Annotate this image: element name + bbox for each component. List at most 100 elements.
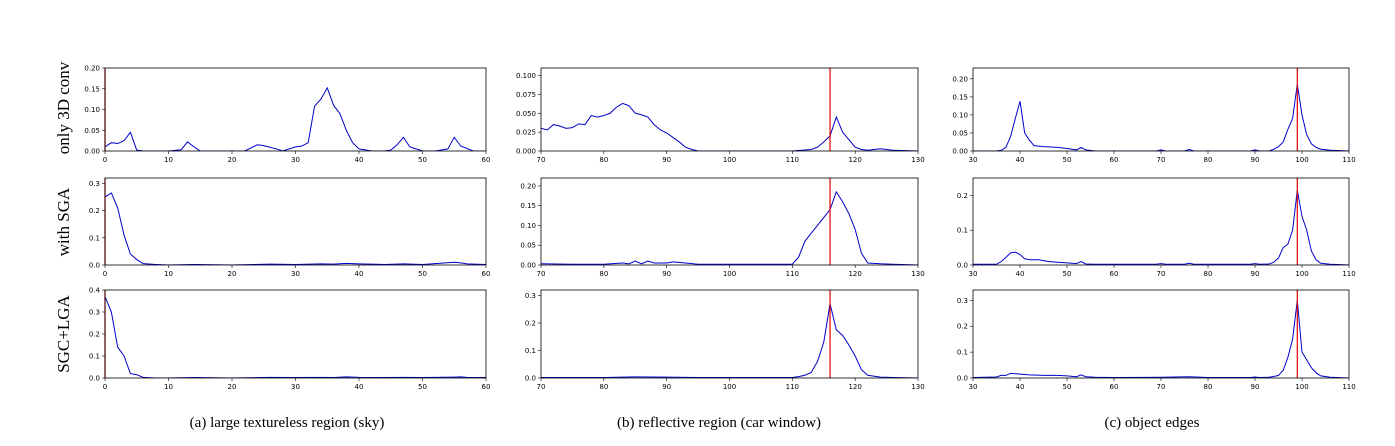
x-tick-label: 80	[599, 156, 608, 164]
y-tick-label: 0.2	[957, 192, 968, 200]
panels: 0 10 20 30 40 50 600.000.050.100.150.200 10 20 30…	[84, 65, 1355, 392]
x-tick-label: 40	[1016, 270, 1025, 278]
axes-frame	[540, 67, 919, 152]
y-tick-label: 0.4	[89, 287, 101, 295]
x-tick-label: 0	[103, 270, 107, 278]
x-tick-label: 50	[1063, 383, 1072, 391]
y-tick-label: 0.15	[952, 93, 968, 101]
x-tick-label: 10	[164, 383, 173, 391]
y-tick-label: 0.05	[952, 129, 968, 137]
y-tick-label: 0.2	[525, 320, 536, 328]
x-tick-label: 110	[786, 156, 799, 164]
y-tick-label: 0.1	[957, 349, 968, 357]
panel-a-1: 0 10 20 30 40 50 60 0.00 0.05 0.10 0.15 0.20	[84, 65, 490, 165]
y-tick-label: 0.05	[520, 242, 536, 250]
x-tick-label: 20	[228, 156, 237, 164]
x-tick-label: 130	[911, 156, 924, 164]
y-tick-label: 0.20	[520, 182, 536, 190]
distribution-line	[105, 296, 486, 378]
x-tick-label: 80	[599, 270, 608, 278]
distribution-line	[541, 190, 918, 265]
y-tick-label: 0.0	[89, 262, 100, 270]
x-tick-label: 50	[418, 156, 427, 164]
x-tick-label: 30	[969, 383, 978, 391]
row-label-sgc-lga: SGC+LGA	[54, 294, 73, 372]
row-label-with-sga: with SGA	[54, 187, 73, 256]
x-tick-label: 60	[482, 270, 491, 278]
row-label-only-3d-conv: only 3D conv	[54, 61, 73, 154]
y-tick-label: 0.050	[516, 110, 536, 118]
x-tick-label: 100	[723, 270, 736, 278]
axes-frame	[540, 289, 919, 379]
y-tick-label: 0.100	[516, 72, 536, 80]
x-tick-label: 110	[1342, 270, 1355, 278]
x-tick-label: 120	[848, 270, 861, 278]
y-tick-label: 0.3	[89, 309, 100, 317]
y-tick-label: 0.10	[520, 222, 536, 230]
x-tick-label: 30	[969, 156, 978, 164]
x-tick-label: 20	[228, 270, 237, 278]
x-tick-label: 100	[723, 383, 736, 391]
x-tick-label: 40	[355, 383, 364, 391]
axes-frame	[972, 177, 1350, 266]
x-tick-label: 40	[355, 156, 364, 164]
distribution-line	[541, 102, 918, 151]
x-tick-label: 130	[911, 383, 924, 391]
x-tick-label: 60	[1110, 383, 1119, 391]
y-tick-label: 0.2	[89, 207, 100, 215]
y-tick-label: 0.20	[84, 65, 100, 73]
y-tick-label: 0.3	[89, 180, 100, 188]
x-tick-label: 70	[537, 270, 546, 278]
x-tick-label: 90	[662, 270, 671, 278]
axes-frame	[104, 289, 487, 379]
panel-b-3: 70 80 90 100 110 120 130 0.0 0.1 0.2 0.3	[525, 289, 925, 391]
y-tick-label: 0.00	[84, 148, 100, 156]
panel-a-2: 0 10 20 30 40 50 60 0.0 0.1 0.2 0.3	[89, 177, 491, 278]
y-tick-label: 0.2	[957, 323, 968, 331]
x-tick-label: 40	[355, 270, 364, 278]
x-tick-label: 120	[848, 156, 861, 164]
distribution-line	[105, 86, 486, 151]
x-tick-label: 20	[228, 383, 237, 391]
x-tick-label: 30	[291, 383, 300, 391]
x-tick-label: 0	[103, 383, 107, 391]
x-tick-label: 90	[1251, 383, 1260, 391]
x-tick-label: 0	[103, 156, 107, 164]
distribution-line	[973, 84, 1349, 151]
x-tick-label: 110	[786, 383, 799, 391]
panel-c-3: 30 40 50 60 70 80 90 100 110 0.0 0.1 0.2 0.3	[957, 289, 1356, 391]
x-tick-label: 120	[848, 383, 861, 391]
x-tick-label: 60	[482, 156, 491, 164]
distribution-line	[973, 300, 1349, 378]
y-tick-label: 0.10	[84, 106, 100, 114]
x-tick-label: 80	[1204, 383, 1213, 391]
x-tick-label: 50	[1063, 270, 1072, 278]
x-tick-label: 100	[1295, 383, 1308, 391]
caption-b: (b) reflective region (car window)	[617, 415, 821, 431]
y-tick-label: 0.0	[957, 375, 968, 383]
x-tick-label: 60	[1110, 270, 1119, 278]
x-tick-label: 70	[1157, 156, 1166, 164]
x-tick-label: 10	[164, 156, 173, 164]
y-tick-label: 0.2	[89, 331, 100, 339]
x-tick-label: 100	[1295, 156, 1308, 164]
caption-a: (a) large textureless region (sky)	[190, 415, 385, 431]
x-tick-label: 60	[482, 383, 491, 391]
x-tick-label: 40	[1016, 383, 1025, 391]
y-tick-label: 0.1	[89, 234, 100, 242]
y-tick-label: 0.20	[952, 75, 968, 83]
y-tick-label: 0.00	[952, 148, 968, 156]
axes-frame	[972, 67, 1350, 152]
y-tick-label: 0.00	[520, 262, 536, 270]
x-tick-label: 130	[911, 270, 924, 278]
x-tick-label: 80	[599, 383, 608, 391]
distribution-line	[541, 303, 918, 378]
axes-frame	[972, 289, 1350, 379]
x-tick-label: 90	[1251, 270, 1260, 278]
axes-frame	[104, 177, 487, 266]
y-tick-label: 0.025	[516, 129, 536, 137]
y-tick-label: 0.0	[957, 262, 968, 270]
x-tick-label: 90	[662, 156, 671, 164]
x-tick-label: 10	[164, 270, 173, 278]
